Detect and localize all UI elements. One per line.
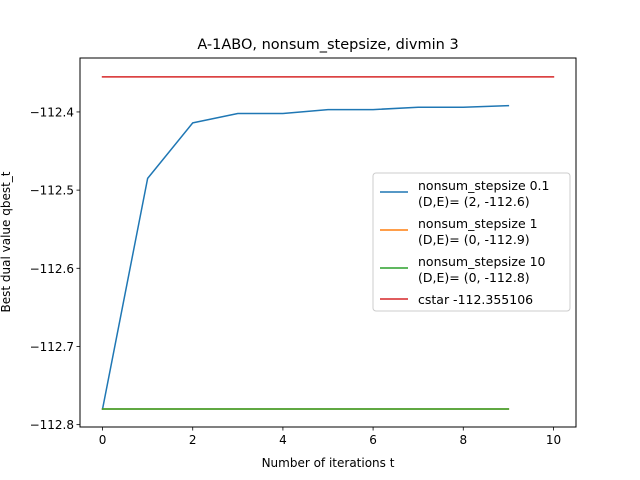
series-line-1 [101, 104, 510, 410]
y-tick-label: −112.5 [30, 184, 74, 198]
x-tick-label: 8 [459, 433, 467, 447]
y-tick-label: −112.7 [30, 340, 74, 354]
legend-label-detail: (D,E)= (0, -112.9) [418, 232, 530, 247]
legend-box [372, 172, 571, 312]
y-tick-label: −112.8 [30, 418, 74, 432]
series-layer [101, 76, 555, 410]
x-tick-label: 0 [99, 433, 107, 447]
plot-frame [79, 57, 577, 428]
legend-label-detail: (D,E)= (2, -112.6) [418, 194, 530, 209]
y-axis-label: Best dual value qbest_t [0, 171, 13, 312]
x-axis: 0 2 4 6 8 10 [99, 427, 561, 447]
x-tick-label: 2 [189, 433, 197, 447]
legend-label: nonsum_stepsize 1 [418, 216, 538, 231]
y-tick-label: −112.6 [30, 262, 74, 276]
x-tick-label: 6 [369, 433, 377, 447]
legend: nonsum_stepsize 0.1(D,E)= (2, -112.6) non… [372, 172, 571, 312]
legend-label: nonsum_stepsize 10 [418, 254, 546, 269]
x-tick-label: 10 [546, 433, 561, 447]
chart-title: A-1ABO, nonsum_stepsize, divmin 3 [197, 37, 458, 53]
legend-label: cstar -112.355106 [418, 292, 533, 307]
legend-label-detail: (D,E)= (0, -112.8) [418, 270, 530, 285]
x-tick-label: 4 [279, 433, 287, 447]
y-axis: −112.8 −112.7 −112.6 −112.5 −112.4 [30, 105, 80, 432]
y-tick-label: −112.4 [30, 105, 74, 119]
legend-label: nonsum_stepsize 0.1 [418, 178, 549, 193]
x-axis-label: Number of iterations t [262, 456, 395, 470]
